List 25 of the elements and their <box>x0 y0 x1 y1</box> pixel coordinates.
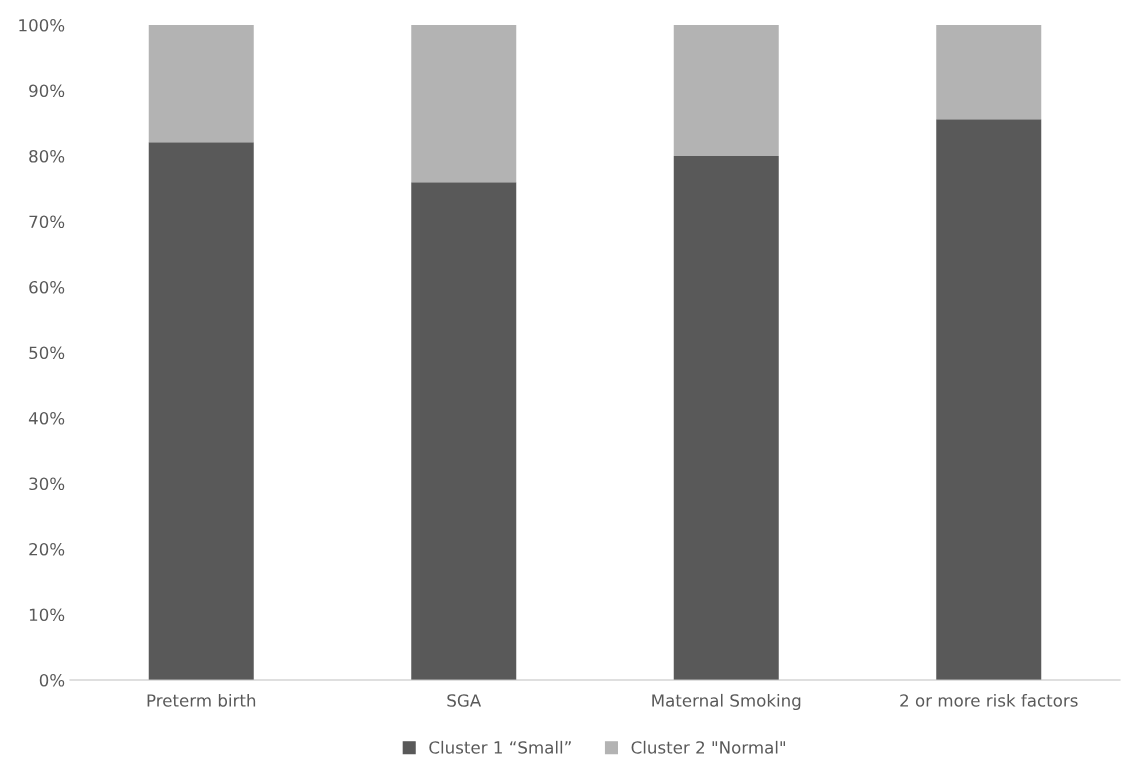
y-tick-label: 100% <box>19 18 65 32</box>
y-tick-label: 60% <box>29 280 65 294</box>
x-tick-label: SGA <box>447 694 482 707</box>
bar <box>673 25 779 156</box>
y-tick-label: 10% <box>29 608 65 622</box>
x-tick-label: 2 or more risk factors <box>900 693 1078 707</box>
bar <box>411 25 517 183</box>
x-tick-label: Preterm birth <box>147 693 256 707</box>
y-tick-label: 90% <box>29 84 65 98</box>
y-tick-label: 30% <box>29 477 65 491</box>
bar <box>936 119 1042 680</box>
bar <box>411 182 517 680</box>
bar <box>936 25 1042 120</box>
y-tick-label: 0% <box>39 673 65 687</box>
y-tick-label: 50% <box>29 346 65 360</box>
x-tick-label: Maternal Smoking <box>652 693 801 711</box>
legend-label: Cluster 1 “Small” <box>429 740 571 754</box>
bar <box>148 142 254 680</box>
legend-label: Cluster 2 "Normal" <box>631 740 786 754</box>
y-tick-label: 80% <box>29 149 65 163</box>
bar <box>673 156 779 680</box>
y-tick-label: 70% <box>29 215 65 229</box>
bar <box>148 25 254 143</box>
y-tick-label: 20% <box>29 542 65 556</box>
y-tick-label: 40% <box>28 411 65 425</box>
